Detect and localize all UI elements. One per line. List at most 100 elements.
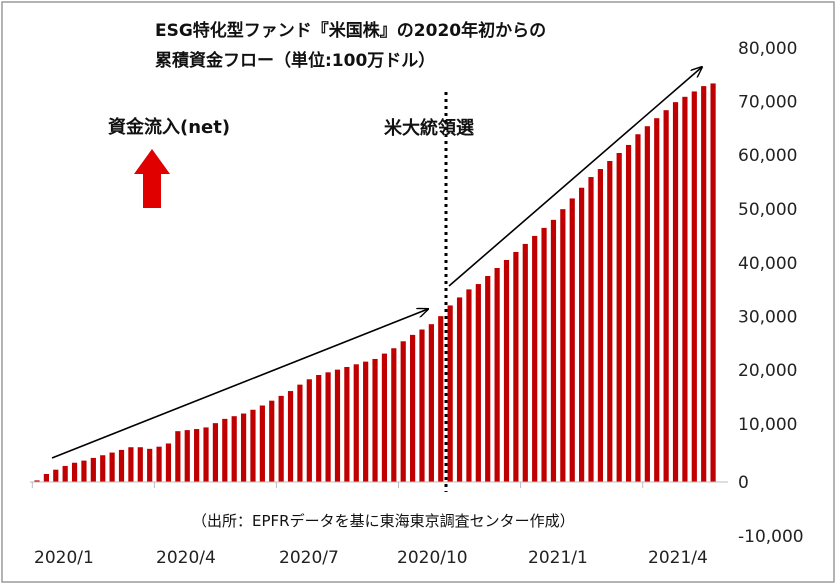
bar [560, 209, 566, 482]
bar [579, 187, 585, 482]
bar [34, 480, 40, 482]
bar [663, 110, 669, 483]
bar [710, 83, 716, 483]
bar [363, 361, 369, 483]
bar [428, 324, 434, 482]
trend-arrow-before-election [51, 309, 428, 459]
bar [184, 430, 190, 482]
y-tick-label: -10,000 [738, 527, 804, 547]
bar [588, 177, 594, 483]
bar [203, 427, 209, 482]
bar-series [34, 83, 716, 483]
bar [466, 289, 472, 482]
bar [278, 395, 284, 482]
y-tick-label: 60,000 [738, 146, 797, 166]
bar [128, 447, 134, 482]
bar [231, 416, 237, 482]
bar [81, 460, 87, 482]
bar [513, 251, 519, 482]
y-tick-label: 0 [738, 473, 749, 493]
bar [522, 243, 528, 482]
bar [240, 413, 247, 482]
bar [194, 429, 200, 482]
bar [625, 144, 632, 482]
x-tick-label: 2020/7 [279, 548, 339, 568]
bar [569, 198, 575, 482]
x-axis-ticks [31, 482, 644, 488]
bar [616, 152, 622, 483]
bar [597, 169, 603, 482]
bar [701, 86, 707, 482]
bar [691, 91, 697, 482]
x-tick-label: 2021/4 [648, 548, 708, 568]
bar [43, 473, 49, 483]
bar [672, 102, 679, 483]
source-note: （出所：EPFRデータを基に東海東京調査センター作成） [192, 512, 575, 530]
x-axis: 2020/1 2020/4 2020/7 2020/10 2021/1 2021… [34, 548, 708, 568]
bar [156, 446, 162, 482]
bar [447, 305, 453, 482]
bar [287, 391, 294, 482]
bar [532, 235, 538, 482]
bar [541, 227, 547, 483]
bar [503, 259, 510, 482]
bar [456, 297, 463, 482]
up-arrow-icon [134, 149, 170, 208]
bar [137, 447, 143, 482]
bar [269, 400, 275, 482]
bar [100, 455, 106, 482]
bar [71, 462, 78, 482]
bar [259, 405, 265, 482]
x-tick-label: 2020/10 [397, 548, 468, 568]
bar [53, 469, 59, 482]
bar [212, 423, 219, 482]
bar [682, 96, 688, 483]
x-tick-label: 2020/1 [34, 548, 94, 568]
chart-title-line-2: 累積資金フロー（単位:100万ドル） [155, 50, 435, 71]
y-axis: 80,000 70,000 60,000 50,000 40,000 30,00… [738, 39, 804, 547]
bar [222, 418, 228, 482]
event-label: 米大統領選 [384, 117, 474, 139]
bar [90, 457, 96, 482]
y-tick-label: 10,000 [738, 415, 797, 435]
bar [607, 161, 613, 482]
bar [316, 375, 322, 482]
bar [147, 448, 153, 482]
bar [391, 348, 397, 482]
y-tick-label: 30,000 [738, 308, 797, 328]
bar [325, 372, 331, 482]
bar [410, 334, 416, 483]
x-tick-label: 2020/4 [156, 548, 216, 568]
bar [372, 358, 378, 482]
y-tick-label: 70,000 [738, 93, 797, 113]
bar [306, 379, 312, 482]
bar [165, 443, 172, 482]
bar [654, 118, 660, 482]
bar [353, 364, 359, 482]
bar [419, 329, 425, 482]
bar [250, 409, 256, 482]
bar [485, 276, 491, 482]
bar [297, 384, 303, 482]
bar [550, 219, 557, 482]
trend-arrow-after-election [448, 67, 702, 287]
y-tick-label: 40,000 [738, 254, 797, 274]
y-tick-label: 20,000 [738, 361, 797, 381]
bar [62, 465, 68, 482]
y-tick-label: 80,000 [738, 39, 797, 59]
bar [475, 284, 481, 482]
inflow-label: 資金流入(net) [108, 116, 230, 138]
bar [109, 452, 115, 482]
bar [635, 134, 641, 482]
bar [494, 268, 500, 482]
chart-title-line-1: ESG特化型ファンド『米国株』の2020年初からの [155, 20, 546, 41]
bar [344, 366, 350, 482]
y-tick-label: 50,000 [738, 200, 797, 220]
x-tick-label: 2021/1 [528, 548, 588, 568]
bar [644, 126, 650, 482]
bar [400, 341, 406, 482]
bar [381, 353, 388, 482]
